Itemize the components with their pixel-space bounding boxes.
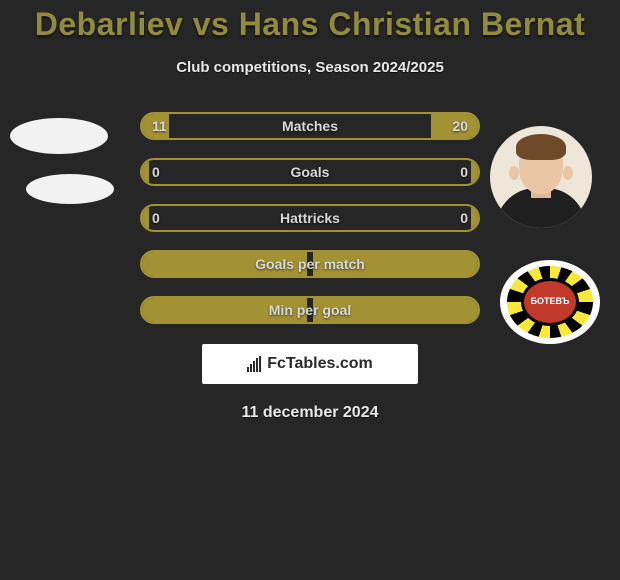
stat-value-left: 11 — [152, 114, 167, 138]
stat-row: Goals0 0 — [140, 158, 480, 186]
brand-badge: FcTables.com — [202, 344, 418, 384]
page-title: Debarliev vs Hans Christian Bernat — [0, 6, 620, 43]
club-crest: БОТЕВЪ — [500, 260, 600, 344]
stat-value-right: 20 — [452, 114, 468, 138]
stat-label: Min per goal — [142, 298, 478, 322]
stat-label: Goals — [142, 160, 478, 184]
header: Debarliev vs Hans Christian Bernat Club … — [0, 0, 620, 76]
stat-row: Goals per match — [140, 250, 480, 278]
stat-label: Matches — [142, 114, 478, 138]
stat-row: Min per goal — [140, 296, 480, 324]
stat-label: Goals per match — [142, 252, 478, 276]
stat-label: Hattricks — [142, 206, 478, 230]
bar-chart-icon — [247, 356, 263, 372]
club-crest-text: БОТЕВЪ — [521, 278, 579, 326]
stat-value-left: 0 — [152, 206, 160, 230]
stat-row: Matches11 20 — [140, 112, 480, 140]
stat-value-right: 0 — [460, 160, 468, 184]
player-right-avatar — [490, 126, 592, 228]
stat-value-right: 0 — [460, 206, 468, 230]
stat-value-left: 0 — [152, 160, 160, 184]
stats-panel: Matches1120Goals00Hattricks00Goals per m… — [140, 112, 480, 324]
stat-row: Hattricks0 0 — [140, 204, 480, 232]
page-subtitle: Club competitions, Season 2024/2025 — [0, 59, 620, 76]
player-left-avatar-placeholder-1 — [10, 118, 108, 154]
brand-text: FcTables.com — [267, 355, 373, 373]
player-left-avatar-placeholder-2 — [26, 174, 114, 204]
date-label: 11 december 2024 — [0, 404, 620, 422]
